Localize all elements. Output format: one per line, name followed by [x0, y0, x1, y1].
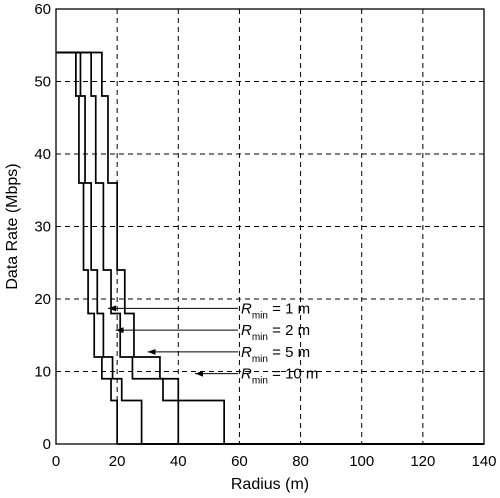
series-line-2: [56, 51, 484, 445]
annotation-label-4: Rmin = 10 m: [241, 366, 318, 387]
series-line-3: [56, 51, 484, 445]
y-tick-label-2: 20: [34, 291, 51, 308]
y-tick-label-3: 30: [34, 219, 51, 236]
x-tick-label-4: 80: [292, 453, 309, 470]
x-tick-label-5: 100: [349, 453, 374, 470]
series-line-1: [56, 51, 484, 445]
annotation-label-1: Rmin = 1 m: [241, 300, 310, 321]
y-axis-label: Data Rate (Mbps): [4, 163, 21, 289]
y-tick-label-0: 0: [43, 436, 51, 453]
x-tick-label-7: 140: [471, 453, 496, 470]
x-tick-labels: 0 20 40 60 80 100 120 140: [52, 453, 497, 470]
series-lines: [56, 51, 484, 445]
grid-lines: [56, 9, 484, 444]
x-tick-label-1: 20: [109, 453, 126, 470]
y-tick-label-1: 10: [34, 364, 51, 381]
annotation-label-3: Rmin = 5 m: [241, 344, 310, 365]
y-tick-label-5: 50: [34, 74, 51, 91]
x-tick-label-0: 0: [52, 453, 60, 470]
y-tick-label-4: 40: [34, 146, 51, 163]
x-tick-label-3: 60: [231, 453, 248, 470]
annotation-label-2: Rmin = 2 m: [241, 322, 310, 343]
x-axis-label: Radius (m): [231, 476, 309, 493]
y-tick-labels: 0 10 20 30 40 50 60: [34, 1, 51, 453]
series-line-4: [56, 51, 484, 445]
x-tick-label-2: 40: [170, 453, 187, 470]
plot-frame: [55, 8, 485, 445]
x-tick-label-6: 120: [410, 453, 435, 470]
y-tick-label-6: 60: [34, 1, 51, 18]
